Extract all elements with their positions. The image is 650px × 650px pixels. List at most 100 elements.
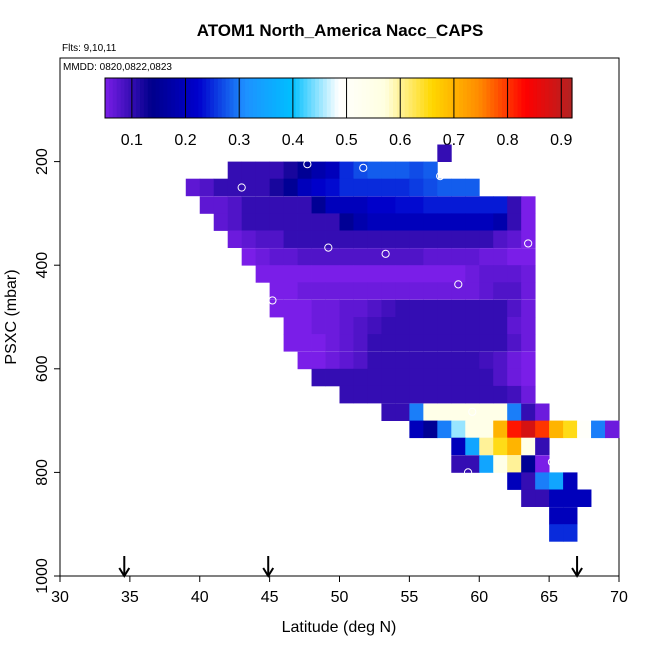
heatmap-cell <box>199 178 215 197</box>
colorbar-tick-label: 0.2 <box>174 132 196 149</box>
heatmap-cell <box>451 230 466 248</box>
heatmap-cell <box>437 403 452 421</box>
heatmap-cell <box>465 351 480 370</box>
heatmap-cell <box>507 317 522 335</box>
heatmap-cell <box>227 230 243 248</box>
colorbar-swatch <box>412 78 417 118</box>
colorbar-swatch <box>389 78 394 118</box>
heatmap-cell <box>479 420 494 439</box>
heatmap-cell <box>549 420 564 439</box>
colorbar-swatch <box>346 78 351 118</box>
heatmap-cell <box>437 196 452 214</box>
heatmap-cell <box>367 161 382 180</box>
heatmap-cell <box>521 299 536 318</box>
heatmap-cell <box>367 385 382 404</box>
heatmap-cell <box>437 265 452 283</box>
heatmap-cell <box>451 455 466 473</box>
colorbar-swatch <box>498 78 503 118</box>
heatmap-cell <box>255 161 271 180</box>
colorbar-swatch <box>202 78 207 118</box>
flight-point <box>342 408 351 417</box>
colorbar-swatch <box>529 78 534 118</box>
heatmap-cell <box>339 385 354 404</box>
colorbar-swatch <box>509 78 515 118</box>
heatmap-cell <box>507 196 522 214</box>
heatmap-cell <box>395 178 410 197</box>
heatmap-cell <box>451 351 466 370</box>
heatmap-cell <box>423 334 438 352</box>
colorbar-swatch <box>443 78 449 118</box>
colorbar-swatch <box>474 78 480 118</box>
heatmap-cell <box>479 317 494 335</box>
heatmap-cell <box>437 282 452 300</box>
heatmap-cell <box>269 299 284 318</box>
heatmap-cell <box>521 420 536 439</box>
colorbar-swatch <box>140 78 145 118</box>
flight-point <box>181 210 190 220</box>
heatmap-cell <box>311 230 326 248</box>
heatmap-cell <box>423 317 438 335</box>
heatmap-cell <box>521 334 536 352</box>
heatmap-cell <box>227 213 243 231</box>
x-tick-label: 40 <box>191 589 209 606</box>
heatmap-cell <box>367 317 382 335</box>
heatmap-cell <box>423 299 438 318</box>
colorbar-swatch <box>447 78 452 118</box>
heatmap-cell <box>297 282 312 300</box>
heatmap-cell <box>507 230 522 248</box>
colorbar-swatch <box>287 78 293 118</box>
heatmap-cell <box>507 213 522 231</box>
heatmap-cell <box>241 230 257 248</box>
heatmap-cell <box>339 299 354 318</box>
colorbar-swatch <box>350 78 355 118</box>
x-tick-label: 55 <box>400 589 418 606</box>
heatmap-cell <box>311 334 326 352</box>
arrow-head <box>118 567 131 578</box>
colorbar-swatch <box>210 78 215 118</box>
heatmap-cell <box>423 161 438 180</box>
heatmap-cell <box>493 455 508 473</box>
heatmap-cell <box>563 489 578 507</box>
flight-point <box>454 280 463 289</box>
heatmap-cell <box>507 368 522 387</box>
heatmap-cell <box>311 213 326 231</box>
colorbar-swatch <box>536 78 542 118</box>
heatmap-cell <box>311 351 326 370</box>
heatmap-cell <box>493 317 508 335</box>
colorbar-swatch <box>459 78 464 118</box>
heatmap-cell <box>381 230 396 248</box>
y-tick-label: 200 <box>34 148 51 175</box>
heatmap-cell <box>395 299 410 318</box>
heatmap-cell <box>381 178 396 197</box>
heatmap-cell <box>451 299 466 318</box>
heatmap-cell <box>521 351 536 370</box>
colorbar-swatch <box>217 78 223 118</box>
heatmap-cell <box>395 161 410 180</box>
heatmap-cell <box>465 420 480 439</box>
data-points <box>181 160 568 552</box>
flight-point <box>268 296 277 305</box>
colorbar-swatch <box>108 78 114 118</box>
heatmap-cell <box>353 248 368 266</box>
colorbar-swatch <box>494 78 499 118</box>
heatmap-cell <box>549 524 564 542</box>
heatmap-cell <box>311 178 326 197</box>
heatmap-cell <box>297 265 312 283</box>
heatmap-cell <box>507 282 522 300</box>
heatmap-cell <box>507 351 522 370</box>
heatmap-cell <box>549 489 564 507</box>
heatmap-cell <box>437 178 452 197</box>
heatmap-cells <box>185 144 620 542</box>
heatmap-cell <box>437 213 452 231</box>
heatmap-cell <box>423 351 438 370</box>
heatmap-cell <box>395 248 410 266</box>
heatmap-cell <box>297 230 312 248</box>
flight-point <box>303 160 312 169</box>
heatmap-cell <box>479 437 494 456</box>
heatmap-cell <box>325 161 340 180</box>
colorbar-swatch <box>404 78 410 118</box>
colorbar-tick-label: 0.3 <box>228 132 250 149</box>
dates-annotation: MMDD: 0820,0822,0823 <box>63 62 172 73</box>
colorbar-swatch <box>521 78 526 118</box>
